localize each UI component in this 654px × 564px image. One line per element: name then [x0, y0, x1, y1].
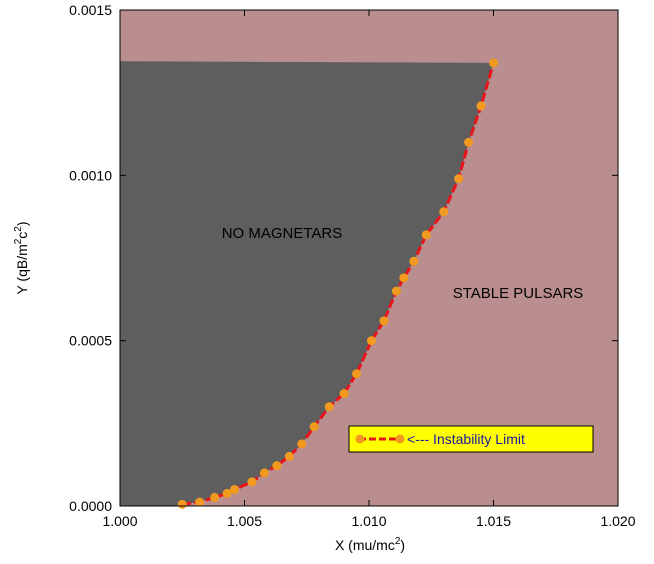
x-tick-label: 1.010	[351, 513, 386, 529]
x-tick-label: 1.015	[476, 513, 511, 529]
x-tick-label: 1.020	[600, 513, 635, 529]
instability-limit-point	[230, 484, 240, 494]
y-tick-label: 0.0000	[69, 498, 112, 514]
instability-limit-point	[489, 58, 498, 68]
instability-limit-point	[272, 461, 282, 471]
y-tick-label: 0.0005	[69, 333, 112, 349]
instability-limit-point	[366, 336, 376, 346]
instability-limit-point	[379, 316, 389, 326]
instability-limit-point	[284, 451, 294, 461]
instability-limit-point	[177, 499, 187, 509]
instability-limit-point	[391, 286, 401, 296]
legend-marker-right	[395, 434, 405, 444]
instability-limit-point	[339, 389, 349, 399]
y-tick-label: 0.0010	[69, 167, 112, 183]
legend: <--- Instability Limit	[348, 425, 594, 453]
legend-marker-left	[355, 434, 365, 444]
instability-limit-point	[421, 230, 431, 240]
instability-limit-point	[222, 488, 232, 498]
instability-limit-point	[352, 369, 362, 379]
instability-limit-point	[210, 492, 220, 502]
x-tick-label: 1.005	[227, 513, 262, 529]
y-tick-label: 0.0015	[69, 2, 112, 18]
legend-label: <--- Instability Limit	[407, 431, 525, 447]
region-label-no-magnetars: NO MAGNETARS	[222, 225, 343, 242]
x-tick-label: 1.000	[102, 513, 137, 529]
instability-limit-point	[309, 422, 319, 432]
instability-limit-point	[324, 402, 334, 412]
instability-limit-point	[409, 256, 419, 266]
x-axis-label: X (mu/mc2)	[335, 536, 405, 553]
instability-limit-point	[259, 468, 269, 478]
instability-limit-point	[439, 207, 449, 217]
y-axis-label: Y (qB/m2c2)	[13, 221, 30, 294]
instability-limit-point	[464, 137, 474, 147]
no-magnetars-region	[120, 61, 494, 507]
instability-limit-point	[476, 101, 486, 111]
instability-limit-point	[247, 477, 257, 487]
instability-limit-point	[454, 174, 464, 184]
instability-limit-point	[195, 497, 205, 507]
instability-limit-point	[297, 439, 307, 449]
region-label-stable-pulsars: STABLE PULSARS	[453, 285, 584, 302]
instability-limit-point	[399, 273, 409, 283]
